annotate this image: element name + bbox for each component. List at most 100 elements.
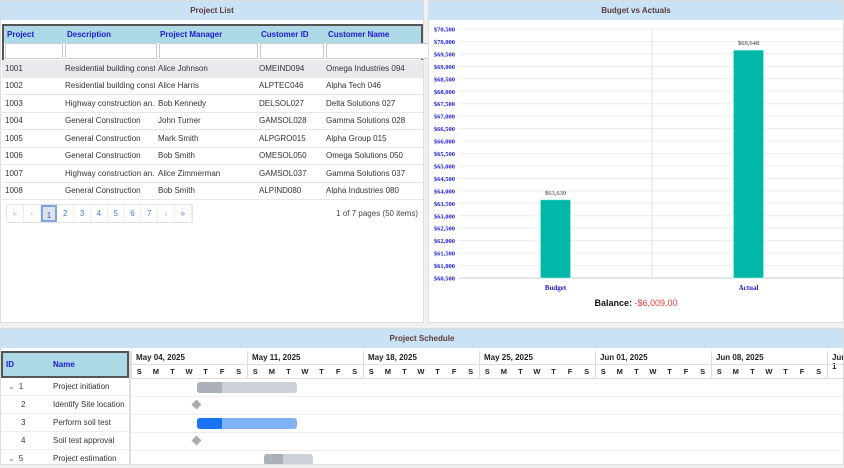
table-row[interactable]: 1001 Residential building const... Alice J… (2, 60, 423, 78)
week-header: Jun 01, 2025 (599, 353, 648, 362)
day-header: S (468, 367, 474, 376)
table-cell: Delta Solutions 027 (326, 98, 396, 108)
page-button[interactable]: 6 (125, 205, 142, 222)
table-cell: 1008 (5, 186, 23, 196)
table-cell: Bob Smith (158, 186, 195, 196)
pager: «‹ 1 2 3 4 5 6 7 ›» (6, 204, 193, 223)
day-header: T (402, 367, 407, 376)
week-header: Jun 08, 2025 (715, 353, 764, 362)
task-id: 4 (21, 436, 26, 445)
y-tick-label: $62,500 (434, 226, 455, 233)
filter-input[interactable] (159, 43, 258, 59)
day-header: M (732, 367, 739, 376)
task-grid: ID Name ⌄ 1 Project initiation 2 Identify Sit… (1, 351, 129, 468)
page-button[interactable]: 7 (141, 205, 159, 222)
table-cell: General Construction (65, 133, 141, 143)
column-header[interactable]: Description (67, 30, 112, 39)
data-label: $69,648 (738, 40, 759, 47)
table-row[interactable]: 1008 General Construction Bob Smith ALPIND0… (2, 183, 423, 200)
schedule-panel: Project Schedule ID Name ⌄ 1 Project initia… (0, 328, 844, 468)
milestone[interactable] (191, 435, 202, 446)
first-page-button[interactable]: « (7, 205, 24, 222)
y-tick-label: $62,000 (434, 238, 455, 245)
filter-input[interactable] (5, 43, 63, 59)
task-bar[interactable] (197, 417, 297, 429)
day-header: W (301, 367, 309, 376)
table-row[interactable]: 1003 Highway construction an... Bob Kenned… (2, 95, 423, 113)
last-page-button[interactable]: » (175, 205, 192, 222)
page-button[interactable]: 3 (74, 205, 91, 222)
table-row[interactable]: 1006 General Construction Bob Smith OMESOL0… (2, 148, 423, 165)
table-cell: Highway construction an... (65, 98, 155, 108)
collapse-icon[interactable]: ⌄ (8, 382, 15, 391)
column-header[interactable]: Customer ID (261, 30, 309, 39)
table-row[interactable]: 1002 Residential building const... Alice H… (2, 78, 423, 95)
next-page-button[interactable]: › (158, 205, 175, 222)
page-button[interactable]: 1 (40, 205, 58, 222)
task-row[interactable]: ⌄ 1 Project initiation (1, 378, 129, 396)
day-header: M (152, 367, 159, 376)
day-header: M (384, 367, 391, 376)
task-name: Project initiation (53, 382, 110, 391)
day-header: S (252, 367, 258, 376)
page-button[interactable]: 4 (91, 205, 108, 222)
day-header: T (667, 367, 672, 376)
page-button[interactable]: 5 (108, 205, 125, 222)
table-row[interactable]: 1007 Highway construction an... Alice Zimm… (2, 165, 423, 183)
table-cell: Mark Smith (158, 133, 199, 143)
day-header: W (765, 367, 773, 376)
bar-actual[interactable] (733, 49, 764, 279)
summary-bar[interactable] (263, 453, 314, 464)
y-tick-label: $70,000 (434, 39, 455, 46)
collapse-icon[interactable]: ⌄ (8, 454, 15, 463)
column-header[interactable]: Project Manager (160, 30, 223, 39)
task-row[interactable]: ⌄ 5 Project estimation (1, 450, 129, 468)
y-tick-label: $70,500 (434, 27, 455, 34)
data-label: $63,639 (545, 190, 566, 197)
table-cell: Alice Harris (158, 81, 199, 91)
day-header: F (683, 367, 689, 376)
summary-bar[interactable] (197, 381, 297, 393)
table-cell: 1007 (5, 168, 23, 178)
y-tick-label: $66,500 (434, 126, 455, 133)
bar-budget[interactable] (540, 199, 571, 279)
task-name: Perform soil test (53, 418, 111, 427)
table-cell: Gamma Solutions 037 (326, 168, 406, 178)
filter-input[interactable] (326, 43, 438, 59)
week-header: May 25, 2025 (483, 353, 533, 362)
day-header: T (319, 367, 324, 376)
task-row[interactable]: 4 Soil test approval (1, 432, 129, 450)
column-header[interactable]: Project (7, 30, 35, 39)
day-header: T (634, 367, 639, 376)
day-header: T (203, 367, 208, 376)
filter-input[interactable] (65, 43, 157, 59)
table-cell: General Construction (65, 116, 141, 126)
y-tick-label: $66,000 (434, 139, 455, 146)
table-cell: General Construction (65, 151, 141, 161)
day-header: F (799, 367, 805, 376)
milestone[interactable] (191, 399, 202, 410)
task-row[interactable]: 3 Perform soil test (1, 414, 129, 432)
y-tick-label: $64,500 (434, 176, 455, 183)
day-header: W (649, 367, 657, 376)
day-header: W (417, 367, 425, 376)
column-header[interactable]: Customer Name (328, 30, 390, 39)
x-tick-label: Actual (739, 284, 759, 292)
progress-fill (197, 381, 223, 393)
y-tick-label: $69,000 (434, 64, 455, 71)
page-button[interactable]: 2 (57, 205, 75, 222)
filter-input[interactable] (260, 43, 324, 59)
y-tick-label: $68,500 (434, 76, 455, 83)
table-cell: Residential building const... (65, 63, 155, 73)
table-row[interactable]: 1004 General Construction John Turner GAMSO… (2, 113, 423, 130)
table-row[interactable]: 1005 General Construction Mark Smith ALPGRO… (2, 130, 423, 148)
day-header: T (750, 367, 755, 376)
day-header: F (451, 367, 457, 376)
table-cell: Residential building const... (65, 81, 155, 91)
task-row[interactable]: 2 Identify Site location (1, 396, 129, 414)
prev-page-button[interactable]: ‹ (24, 205, 41, 222)
table-cell: ALPTEC046 (259, 81, 304, 91)
table-cell: Alpha Tech 046 (326, 81, 382, 91)
col-id[interactable]: ID (6, 360, 14, 369)
col-name[interactable]: Name (53, 360, 75, 369)
